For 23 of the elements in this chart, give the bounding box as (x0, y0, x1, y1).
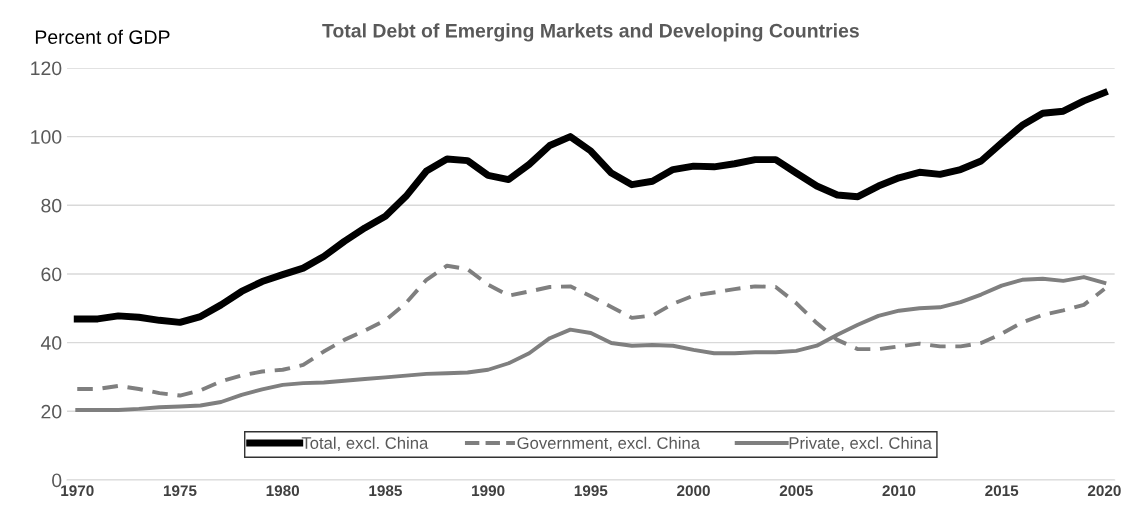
x-tick-label: 2020 (1087, 485, 1121, 497)
x-tick-label: 1975 (163, 485, 197, 497)
legend-label: Private, excl. China (789, 436, 932, 451)
x-tick-label: 2010 (882, 485, 916, 497)
y-tick-label: 80 (41, 198, 62, 213)
x-tick-label: 1990 (472, 485, 505, 497)
chart-title: Total Debt of Emerging Markets and Developing Countries (322, 23, 859, 42)
y-tick-label: 20 (41, 404, 62, 419)
legend-label: Total, excl. China (301, 436, 429, 451)
y-tick-label: 60 (41, 267, 62, 282)
x-tick-label: 1995 (574, 485, 608, 497)
y-tick-label: 100 (31, 130, 62, 144)
y-tick-label: 120 (31, 61, 62, 76)
x-tick-label: 1970 (61, 485, 94, 497)
x-tick-label: 1980 (266, 485, 300, 497)
y-axis-title: Percent of GDP (35, 29, 170, 44)
y-tick-label: 0 (52, 473, 62, 488)
x-tick-label: 2000 (677, 485, 710, 497)
x-tick-label: 2015 (985, 485, 1019, 497)
legend-label: Government, excl. China (517, 436, 701, 451)
x-tick-label: 1985 (369, 485, 402, 497)
x-tick-label: 2005 (779, 485, 813, 497)
y-tick-label: 40 (40, 336, 62, 350)
